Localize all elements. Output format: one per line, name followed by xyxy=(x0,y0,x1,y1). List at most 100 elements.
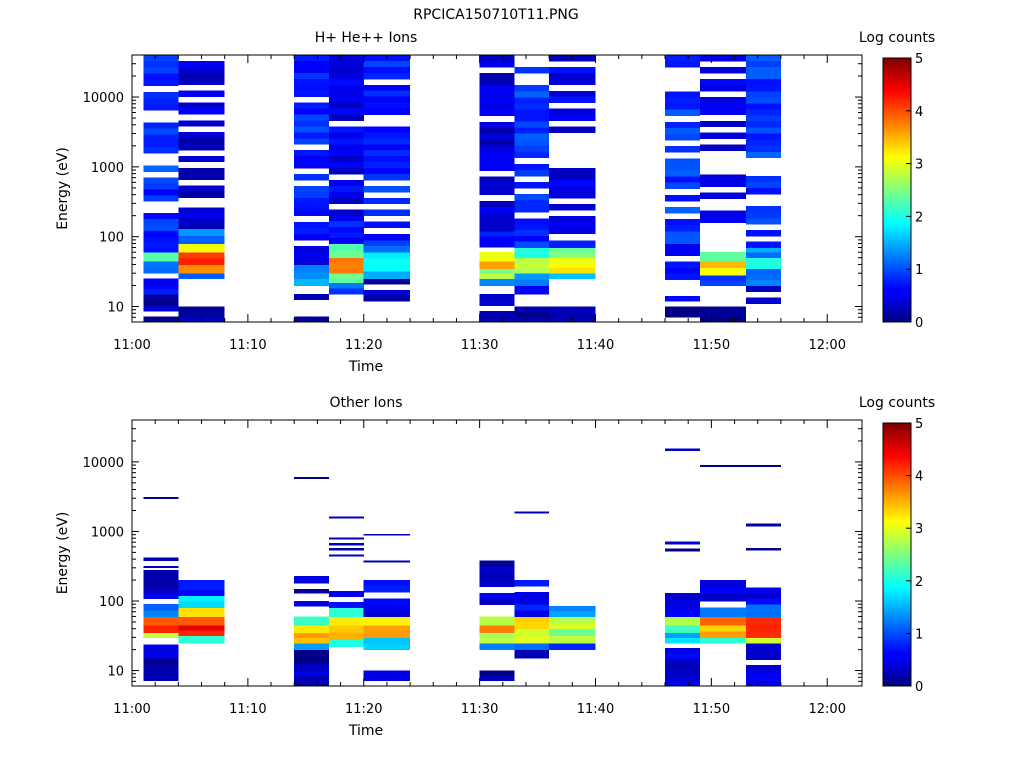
count-cell xyxy=(363,631,410,638)
count-cell xyxy=(514,230,550,237)
count-cell xyxy=(178,306,225,313)
count-cell xyxy=(699,311,747,318)
count-cell xyxy=(699,637,747,644)
count-cell xyxy=(329,232,364,239)
count-cell xyxy=(363,96,410,104)
count-cell xyxy=(479,252,515,262)
count-cell xyxy=(363,197,410,205)
count-cell xyxy=(699,108,747,116)
count-cell xyxy=(329,607,364,617)
count-cell xyxy=(665,61,700,68)
y-tick-label: 1000 xyxy=(91,161,124,176)
count-cell xyxy=(699,260,747,269)
time-column-1136 xyxy=(549,55,596,323)
count-cell xyxy=(514,109,550,116)
count-cell xyxy=(363,616,410,626)
count-cell xyxy=(329,639,364,648)
count-cell xyxy=(329,632,364,640)
colorbar: Log counts 0 1 2 3 4 5 xyxy=(859,30,935,331)
count-cell xyxy=(143,97,179,105)
count-cell xyxy=(178,207,225,214)
count-cell xyxy=(178,236,225,244)
count-cell xyxy=(178,60,225,68)
count-cell xyxy=(143,165,179,172)
count-cell xyxy=(294,209,329,217)
count-cell xyxy=(479,260,515,269)
count-cell xyxy=(363,271,410,280)
count-cell xyxy=(549,66,596,74)
count-cell xyxy=(294,132,329,139)
count-cell xyxy=(549,605,596,612)
count-cell xyxy=(294,108,329,115)
count-cell xyxy=(699,192,747,199)
count-cell xyxy=(514,206,550,213)
count-cell xyxy=(143,651,179,659)
count-cell xyxy=(746,79,781,86)
count-cell xyxy=(699,84,747,92)
count-cell xyxy=(143,581,179,588)
count-cell xyxy=(549,257,596,264)
time-column-1130 xyxy=(479,55,515,323)
count-cell xyxy=(514,511,550,514)
count-cell xyxy=(514,592,550,599)
x-tick-label: 11:40 xyxy=(577,702,614,717)
count-cell xyxy=(479,200,515,208)
colorbar-tick-label: 5 xyxy=(915,417,923,432)
count-cell xyxy=(143,104,179,111)
colorbar-tick-label: 2 xyxy=(915,210,923,225)
count-cell xyxy=(746,637,781,644)
count-cell xyxy=(178,630,225,636)
count-cell xyxy=(746,176,781,183)
count-cell xyxy=(294,203,329,211)
count-cell xyxy=(143,79,179,86)
count-cell xyxy=(329,66,364,74)
count-cell xyxy=(514,622,550,630)
count-cell xyxy=(665,176,700,184)
count-cell xyxy=(665,610,700,617)
count-cell xyxy=(143,241,179,248)
count-cell xyxy=(363,102,410,109)
count-cell xyxy=(549,108,596,115)
count-cell xyxy=(178,223,225,230)
count-cell xyxy=(294,174,329,181)
x-axis: 11:00 11:10 11:20 11:30 11:40 11:50 12:00 xyxy=(113,420,846,717)
count-cell xyxy=(178,258,225,265)
count-cell xyxy=(143,299,179,306)
count-cell xyxy=(329,268,364,274)
count-cell xyxy=(294,66,329,74)
count-cell xyxy=(665,648,700,654)
count-cell xyxy=(746,654,781,660)
count-cell xyxy=(549,221,596,229)
count-cell xyxy=(479,310,515,317)
count-cell xyxy=(294,476,329,480)
count-cell xyxy=(514,247,550,253)
count-cell xyxy=(479,188,515,196)
count-cell xyxy=(294,185,329,193)
colorbar-label: Log counts xyxy=(859,395,935,411)
count-cell xyxy=(294,78,329,86)
count-cell xyxy=(479,616,515,626)
time-column-1117 xyxy=(329,55,364,295)
count-cell xyxy=(329,221,364,228)
count-cell xyxy=(329,237,364,244)
count-cell xyxy=(329,84,364,92)
count-cell xyxy=(363,586,410,593)
count-cell xyxy=(178,585,225,591)
count-cell xyxy=(479,79,515,86)
count-cell xyxy=(746,55,781,62)
count-cell xyxy=(699,316,747,323)
count-cell xyxy=(514,598,550,605)
count-cell xyxy=(479,182,515,190)
time-column-1120 xyxy=(363,55,410,302)
time-column-1149 xyxy=(699,55,747,323)
count-cell xyxy=(665,243,700,250)
count-cell xyxy=(363,610,410,617)
x-tick-label: 11:30 xyxy=(461,338,498,353)
count-cell xyxy=(329,273,364,279)
time-column-1120 xyxy=(363,534,410,682)
count-cell xyxy=(178,78,225,85)
count-cell xyxy=(143,565,179,569)
y-axis-label: Energy (eV) xyxy=(55,147,71,230)
count-cell xyxy=(178,580,225,586)
count-cell xyxy=(294,575,329,584)
